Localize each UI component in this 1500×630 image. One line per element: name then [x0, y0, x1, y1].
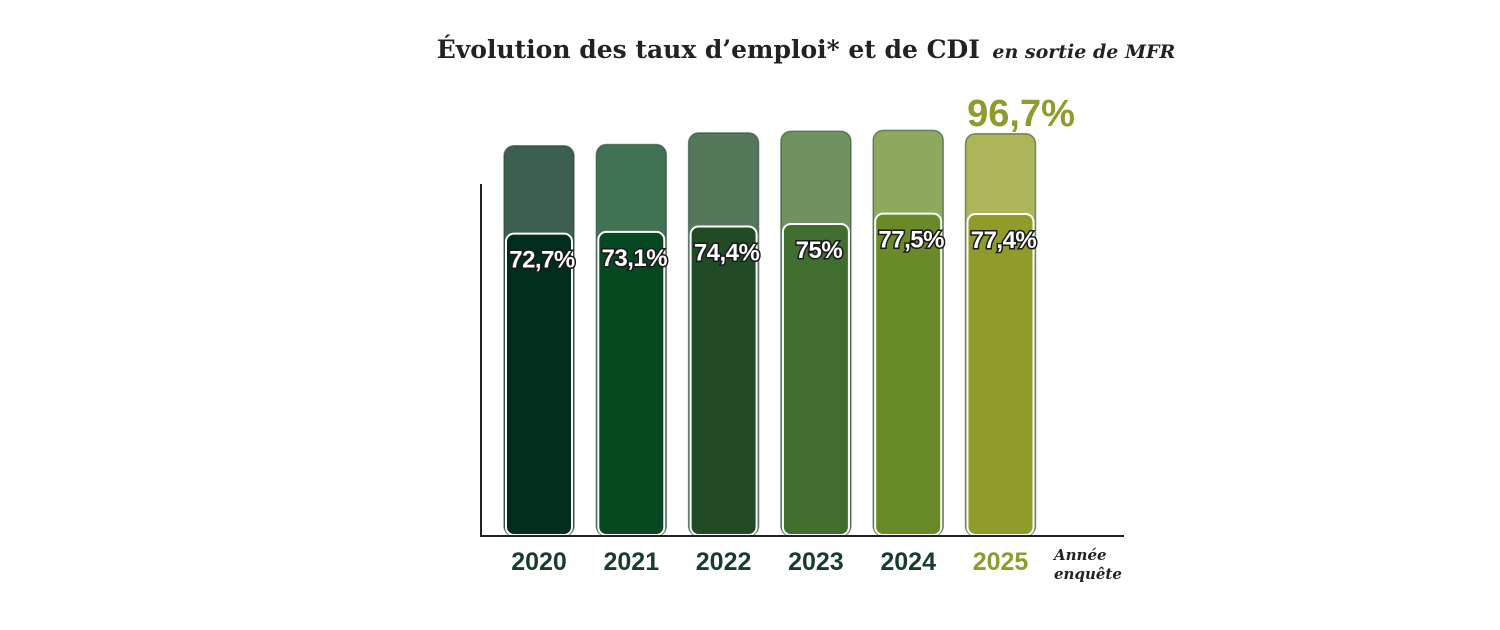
chart-title: Évolution des taux d’emploi* et de CDI e… — [437, 35, 1176, 64]
peak-value-label: 96,7% — [967, 93, 1075, 135]
chart-title-main: Évolution des taux d’emploi* et de CDI — [437, 35, 980, 64]
bar-cdi-value-label: 72,7% — [509, 247, 575, 274]
x-axis-title-line1: Année — [1052, 546, 1107, 564]
bar-cdi-value-label: 73,1% — [602, 245, 668, 272]
bar-cdi-2024 — [874, 212, 943, 536]
bar-cdi-2021 — [597, 230, 666, 537]
x-tick-label-2021: 2021 — [603, 548, 659, 576]
bar-cdi-2023 — [781, 223, 850, 536]
bar-cdi-value-label: 77,4% — [971, 227, 1037, 254]
x-tick-label-2022: 2022 — [696, 548, 752, 576]
bar-cdi-value-label: 74,4% — [694, 239, 760, 266]
chart-title-sub: en sortie de MFR — [992, 41, 1175, 63]
x-axis-title-line2: enquête — [1054, 565, 1122, 583]
bar-cdi-2025 — [966, 213, 1035, 537]
bar-cdi-value-label: 75% — [796, 237, 843, 264]
bars-group: 72,7% 2020 73,1% 2021 74,4% 2022 75% 2023 77,5% 2… — [503, 129, 1038, 576]
bar-cdi-2022 — [689, 225, 758, 536]
x-tick-label-2020: 2020 — [511, 548, 567, 576]
x-tick-label-2023: 2023 — [788, 548, 844, 576]
x-tick-label-2025: 2025 — [973, 548, 1029, 576]
bar-cdi-value-label: 77,5% — [878, 227, 944, 254]
bar-cdi-2020 — [505, 232, 573, 536]
x-tick-label-2024: 2024 — [880, 548, 936, 576]
